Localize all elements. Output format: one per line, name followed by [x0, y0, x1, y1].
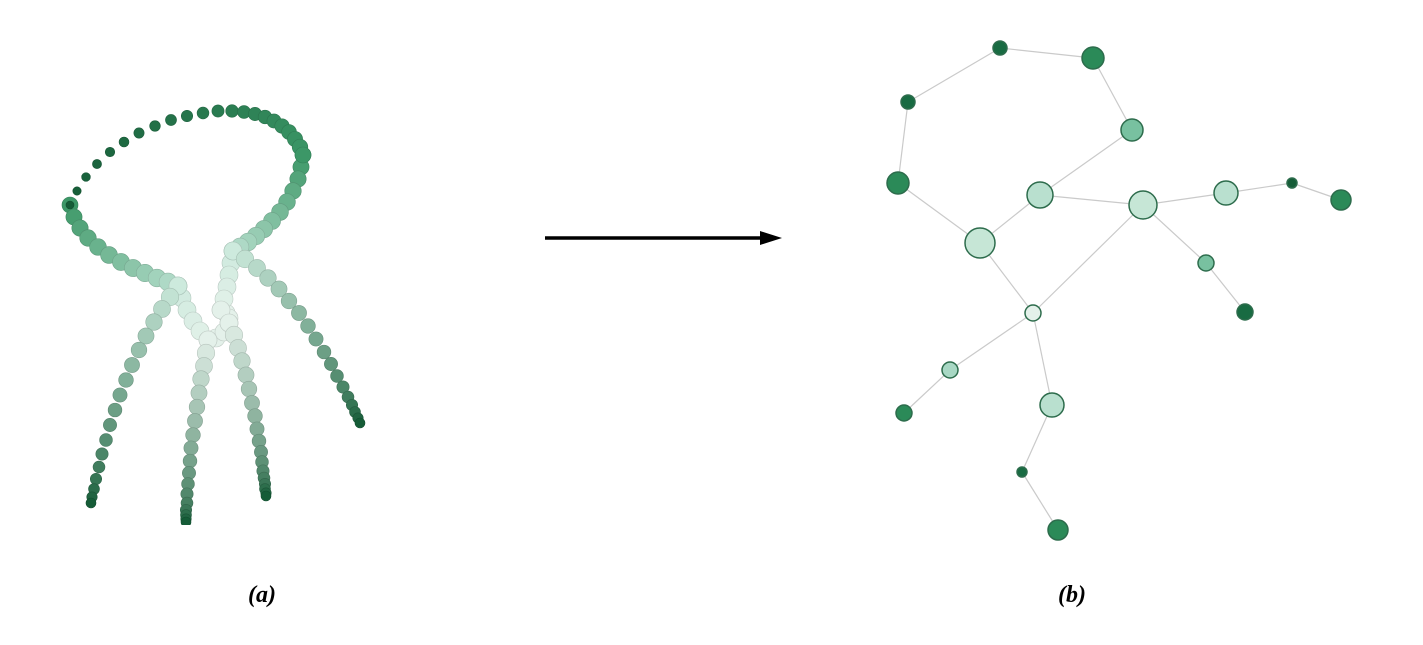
dense-dot — [187, 413, 202, 428]
dense-dot — [146, 314, 163, 331]
dense-dot — [189, 399, 205, 415]
graph-edge — [908, 48, 1000, 102]
dense-dot — [134, 128, 144, 138]
dense-dot — [248, 409, 263, 424]
dense-dot — [181, 110, 192, 121]
graph-node — [1198, 255, 1214, 271]
dense-dot — [250, 422, 264, 436]
dense-dot — [241, 381, 257, 397]
dense-dot — [244, 395, 259, 410]
graph-node — [901, 95, 915, 109]
dense-dot — [281, 293, 297, 309]
dense-dot — [105, 147, 115, 157]
sparse-graph-svg — [800, 10, 1360, 570]
dense-dot — [193, 371, 210, 388]
dense-dot — [295, 147, 311, 163]
graph-edge — [898, 102, 908, 183]
label-a: (a) — [248, 582, 276, 609]
dense-dot — [301, 319, 316, 334]
dense-dot — [90, 473, 101, 484]
graph-node — [1331, 190, 1351, 210]
dense-dot — [181, 517, 191, 525]
graph-node — [1129, 191, 1157, 219]
graph-edge — [1040, 130, 1132, 195]
dense-dot — [119, 373, 134, 388]
arrow-svg — [543, 224, 784, 256]
dense-dot — [183, 454, 197, 468]
dense-dot — [100, 434, 113, 447]
graph-node — [993, 41, 1007, 55]
graph-node — [1287, 178, 1297, 188]
graph-node — [1017, 467, 1027, 477]
dense-dot — [184, 441, 198, 455]
arrow — [543, 224, 784, 256]
label-b: (b) — [1058, 582, 1086, 609]
dense-dot — [113, 388, 127, 402]
panel-b — [800, 10, 1360, 570]
graph-edge — [904, 370, 950, 413]
graph-node — [896, 405, 912, 421]
graph-node — [1027, 182, 1053, 208]
graph-node — [942, 362, 958, 378]
dense-dot — [324, 357, 337, 370]
figure-canvas: (a) (b) — [0, 0, 1423, 645]
dense-dot — [66, 201, 74, 209]
graph-node — [1121, 119, 1143, 141]
dense-dot — [238, 367, 254, 383]
dense-dot — [108, 403, 122, 417]
graph-edge — [950, 313, 1033, 370]
dense-dot — [119, 137, 129, 147]
dense-dot — [131, 342, 147, 358]
graph-edge — [1033, 205, 1143, 313]
dense-dot — [86, 498, 96, 508]
graph-node — [887, 172, 909, 194]
dense-dot — [234, 353, 251, 370]
graph-node — [965, 228, 995, 258]
graph-node — [1025, 305, 1041, 321]
dense-dot — [82, 173, 91, 182]
dense-dot — [93, 461, 105, 473]
dense-dot — [124, 357, 139, 372]
dense-dot — [331, 370, 344, 383]
dense-dot — [165, 114, 176, 125]
graph-node — [1237, 304, 1253, 320]
panel-a — [30, 45, 410, 525]
dense-dot — [261, 491, 271, 501]
dense-dot — [150, 121, 161, 132]
graph-node — [1082, 47, 1104, 69]
dense-dot — [197, 107, 209, 119]
dense-dot — [212, 105, 224, 117]
dense-dot — [92, 159, 101, 168]
graph-edge — [1040, 195, 1143, 205]
dense-dot — [355, 418, 365, 428]
graph-node — [1214, 181, 1238, 205]
graph-edge — [1093, 58, 1132, 130]
dense-graph-svg — [30, 45, 410, 525]
dense-dot — [103, 418, 116, 431]
dense-dot — [226, 105, 239, 118]
graph-edge — [1000, 48, 1093, 58]
dense-dot — [291, 305, 306, 320]
dense-dot — [73, 187, 81, 195]
dense-dot — [191, 385, 207, 401]
dense-dot — [309, 332, 323, 346]
graph-node — [1048, 520, 1068, 540]
graph-edge — [1033, 313, 1052, 405]
dense-dot — [138, 328, 154, 344]
graph-edge — [1206, 263, 1245, 312]
dense-dot — [186, 428, 201, 443]
graph-node — [1040, 393, 1064, 417]
dense-dot — [317, 345, 331, 359]
dense-dot — [96, 448, 108, 460]
